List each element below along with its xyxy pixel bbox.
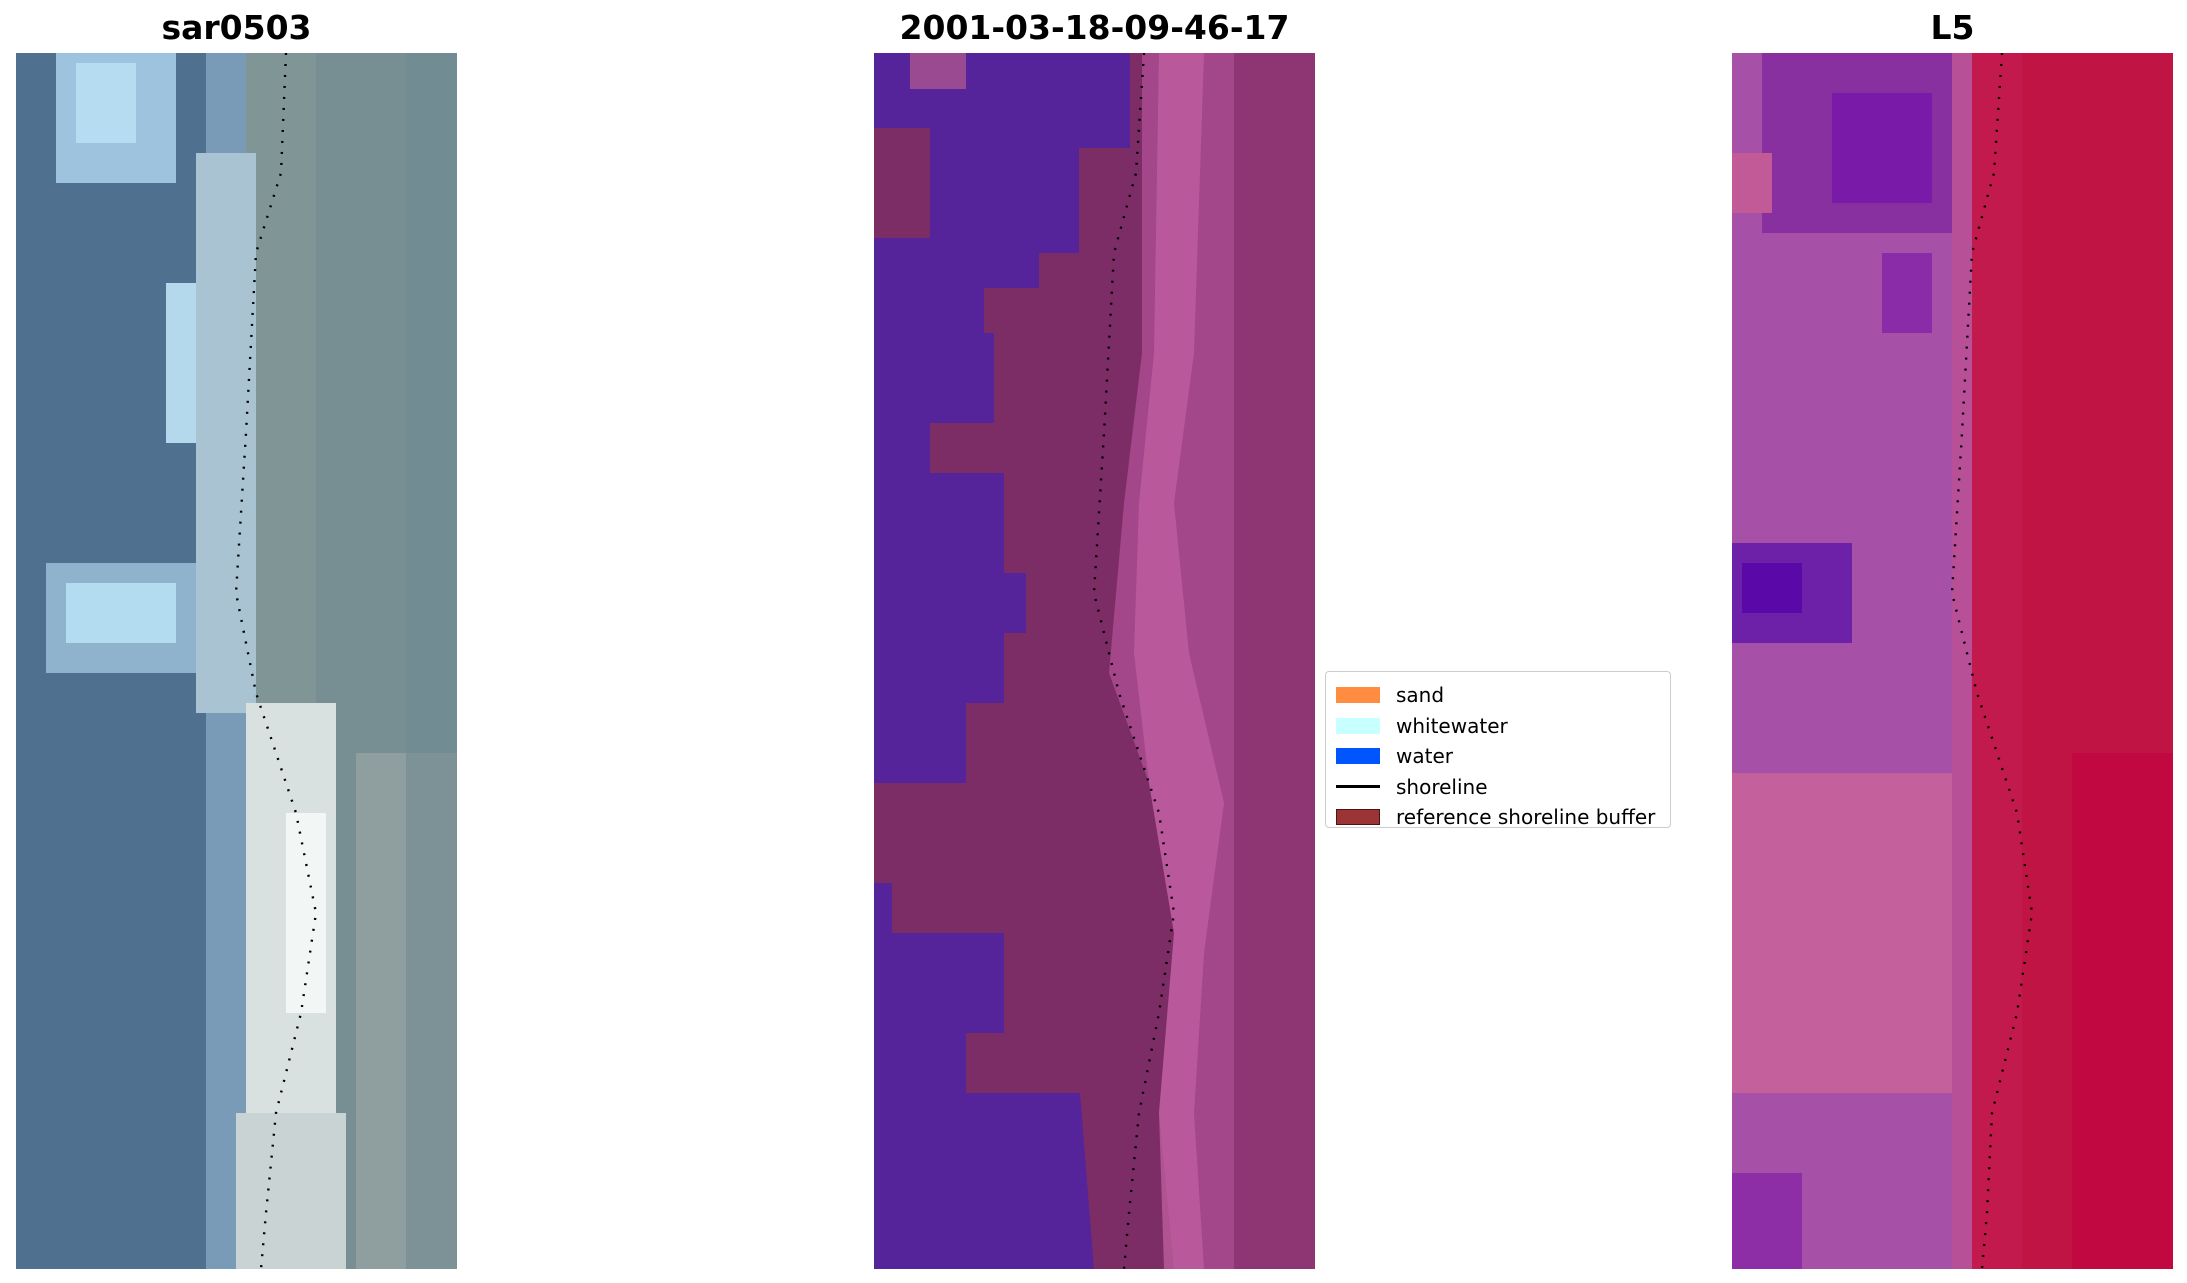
classification-image [874, 53, 1315, 1269]
legend-item-reference-buffer: reference shoreline buffer [1336, 802, 1660, 833]
shoreline-line-swatch [1336, 785, 1380, 789]
sand-swatch [1336, 687, 1380, 704]
panel-title-classification: 2001-03-18-09-46-17 [899, 8, 1290, 47]
rgb-image [16, 53, 457, 1269]
legend-label-sand: sand [1396, 683, 1445, 708]
classification-panel [874, 53, 1315, 1269]
legend-item-shoreline: shoreline [1336, 772, 1660, 803]
water-swatch [1336, 748, 1380, 765]
rgb-image-panel [16, 53, 457, 1269]
legend: sand whitewater water shoreline referenc… [1325, 671, 1671, 829]
panel-title-rgb: sar0503 [161, 8, 312, 47]
legend-item-water: water [1336, 741, 1660, 772]
legend-label-shoreline: shoreline [1396, 774, 1488, 799]
legend-label-whitewater: whitewater [1396, 713, 1508, 738]
legend-label-water: water [1396, 744, 1453, 769]
panel-title-index: L5 [1930, 8, 1975, 47]
whitewater-swatch [1336, 717, 1380, 734]
reference-buffer-swatch [1336, 809, 1380, 826]
legend-label-reference-buffer: reference shoreline buffer [1396, 805, 1656, 830]
legend-item-whitewater: whitewater [1336, 711, 1660, 742]
index-panel [1732, 53, 2173, 1269]
legend-item-sand: sand [1336, 680, 1660, 711]
index-image [1732, 53, 2173, 1269]
